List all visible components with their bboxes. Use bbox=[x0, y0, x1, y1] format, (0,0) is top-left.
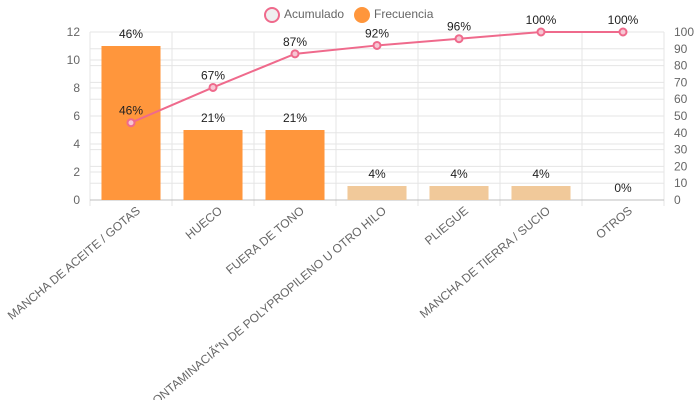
right-tick-label: 70 bbox=[674, 75, 688, 89]
right-tick-label: 60 bbox=[674, 92, 688, 106]
cumulative-line-series: 46% 67% 87% 92% 96% 100% 100% bbox=[119, 13, 639, 128]
cumulative-point-label: 92% bbox=[365, 26, 389, 40]
frequency-bar-label: 4% bbox=[368, 167, 386, 181]
left-tick-label: 8 bbox=[73, 81, 80, 95]
right-tick-label: 90 bbox=[674, 42, 688, 56]
cumulative-point-label: 96% bbox=[447, 20, 471, 34]
right-tick-label: 40 bbox=[674, 126, 688, 140]
legend-label-frequency: Frecuencia bbox=[374, 7, 434, 21]
cumulative-point-label: 87% bbox=[283, 35, 307, 49]
cumulative-point bbox=[290, 49, 300, 59]
cumulative-point bbox=[618, 27, 628, 37]
cumulative-point bbox=[454, 34, 464, 44]
cumulative-point bbox=[126, 118, 136, 128]
category-label: MANCHA DE ACEITE / GOTAS bbox=[5, 204, 143, 323]
frequency-bar bbox=[429, 186, 489, 200]
frequency-bar-label: 46% bbox=[119, 27, 143, 41]
legend-swatch-frequency bbox=[354, 7, 370, 23]
right-tick-label: 10 bbox=[674, 176, 688, 190]
left-y-axis: 0 2 4 6 8 10 12 bbox=[67, 25, 81, 207]
frequency-bar-labels: 46% 21% 21% 4% 4% 4% 0% bbox=[119, 27, 632, 195]
chart-legend: Acumulado Frecuencia bbox=[0, 5, 700, 25]
frequency-bar bbox=[511, 186, 571, 200]
left-tick-label: 4 bbox=[73, 137, 80, 151]
frequency-bar-label: 4% bbox=[532, 167, 550, 181]
legend-swatch-cumulative bbox=[264, 7, 280, 23]
frequency-bar-label: 21% bbox=[201, 111, 225, 125]
left-tick-label: 12 bbox=[67, 25, 81, 39]
cumulative-point-label: 100% bbox=[608, 13, 639, 27]
category-label: PLIEGUE bbox=[422, 204, 471, 248]
left-tick-label: 2 bbox=[73, 165, 80, 179]
frequency-bar bbox=[265, 130, 325, 200]
cumulative-point bbox=[536, 27, 546, 37]
cumulative-point bbox=[372, 40, 382, 50]
left-tick-label: 10 bbox=[67, 53, 81, 67]
frequency-bar-label: 0% bbox=[614, 181, 632, 195]
right-tick-label: 100 bbox=[674, 25, 694, 39]
frequency-bar-label: 21% bbox=[283, 111, 307, 125]
category-label: MANCHA DE TIERRA / SUCIO bbox=[417, 204, 553, 321]
frequency-bars bbox=[101, 46, 571, 200]
frequency-bar-label: 4% bbox=[450, 167, 468, 181]
cumulative-point bbox=[208, 82, 218, 92]
left-tick-label: 0 bbox=[73, 193, 80, 207]
left-tick-label: 6 bbox=[73, 109, 80, 123]
legend-label-cumulative: Acumulado bbox=[284, 7, 345, 21]
right-tick-label: 0 bbox=[674, 193, 681, 207]
category-label: OTROS bbox=[593, 204, 635, 242]
right-tick-label: 50 bbox=[674, 109, 688, 123]
cumulative-point-label: 100% bbox=[526, 13, 557, 27]
right-tick-label: 20 bbox=[674, 159, 688, 173]
frequency-bar bbox=[183, 130, 243, 200]
category-label: FUERA DE TONO bbox=[223, 204, 307, 277]
cumulative-point-label: 46% bbox=[119, 104, 143, 118]
frequency-bar bbox=[347, 186, 407, 200]
right-tick-label: 80 bbox=[674, 59, 688, 73]
right-tick-label: 30 bbox=[674, 143, 688, 157]
right-y-axis: 0 10 20 30 40 50 60 70 80 90 100 bbox=[674, 25, 694, 207]
cumulative-point-label: 67% bbox=[201, 68, 225, 82]
category-label: HUECO bbox=[183, 204, 225, 243]
